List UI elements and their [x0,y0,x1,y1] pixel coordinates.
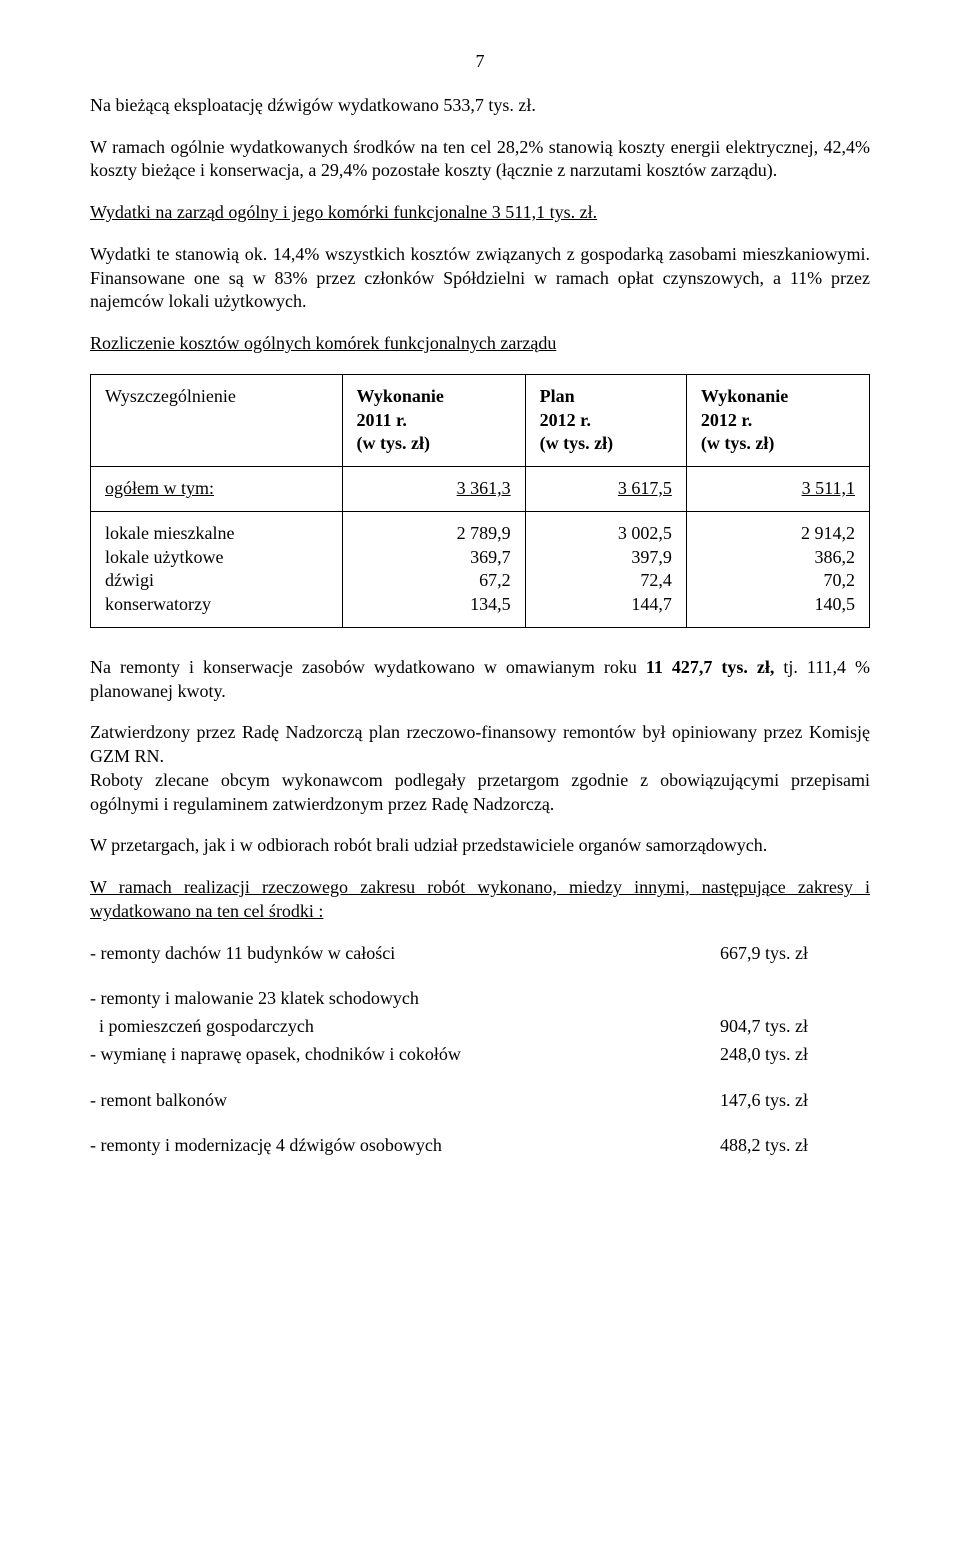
list-item: - remonty i modernizację 4 dźwigów osobo… [90,1134,870,1158]
paragraph: W ramach realizacji rzeczowego zakresu r… [90,876,870,924]
table-cell: 3 361,3 [342,467,525,512]
paragraph: W przetargach, jak i w odbiorach robót b… [90,834,870,858]
item-value: 248,0 tys. zł [700,1043,870,1067]
item-value: 904,7 tys. zł [700,1015,870,1039]
cell-text: konserwatorzy [105,593,328,617]
costs-table: Wyszczególnienie Wykonanie 2011 r. (w ty… [90,374,870,628]
cell-text: 70,2 [701,569,855,593]
item-value: 488,2 tys. zł [700,1134,870,1158]
cell-text: lokale mieszkalne [105,522,328,546]
text: Na remonty i konserwacje zasobów wydatko… [90,657,646,677]
list-item: i pomieszczeń gospodarczych 904,7 tys. z… [90,1015,870,1039]
scope-list: - remonty dachów 11 budynków w całości 6… [90,942,870,966]
underlined-text: Rozliczenie kosztów ogólnych komórek fun… [90,333,556,353]
item-label: - wymianę i naprawę opasek, chodników i … [90,1043,461,1067]
paragraph: Zatwierdzony przez Radę Nadzorczą plan r… [90,721,870,769]
cell-text: 72,4 [540,569,672,593]
page-number: 7 [90,50,870,74]
cell-text: 2 789,9 [357,522,511,546]
cell-text: dźwigi [105,569,328,593]
underlined-text: W ramach realizacji rzeczowego zakresu r… [90,877,870,921]
header-text: Wykonanie 2011 r. (w tys. zł) [357,386,444,454]
table-header-row: Wyszczególnienie Wykonanie 2011 r. (w ty… [91,374,870,466]
table-header: Plan 2012 r. (w tys. zł) [525,374,686,466]
item-label: - remonty i modernizację 4 dźwigów osobo… [90,1134,442,1158]
scope-list: - remonty i modernizację 4 dźwigów osobo… [90,1134,870,1158]
paragraph: Na remonty i konserwacje zasobów wydatko… [90,656,870,704]
scope-list: - remont balkonów 147,6 tys. zł [90,1089,870,1113]
list-item: - remont balkonów 147,6 tys. zł [90,1089,870,1113]
paragraph: W ramach ogólnie wydatkowanych środków n… [90,136,870,184]
table-cell: 3 617,5 [525,467,686,512]
list-item: - wymianę i naprawę opasek, chodników i … [90,1043,870,1067]
cell-text: 3 617,5 [618,478,672,498]
header-text: Plan 2012 r. (w tys. zł) [540,386,613,454]
table-row: lokale mieszkalne lokale użytkowe dźwigi… [91,511,870,627]
item-value [700,987,870,1011]
paragraph: Rozliczenie kosztów ogólnych komórek fun… [90,332,870,356]
item-label: i pomieszczeń gospodarczych [90,1015,314,1039]
cell-text: 397,9 [540,546,672,570]
table-cell: 3 511,1 [686,467,869,512]
cell-text: lokale użytkowe [105,546,328,570]
table-header: Wyszczególnienie [91,374,343,466]
table-cell: ogółem w tym: [91,467,343,512]
table-header: Wykonanie 2012 r. (w tys. zł) [686,374,869,466]
list-item: - remonty i malowanie 23 klatek schodowy… [90,987,870,1011]
cell-text: 2 914,2 [701,522,855,546]
table-cell-col3: 2 914,2 386,2 70,2 140,5 [686,511,869,627]
cell-text: 3 511,1 [802,478,855,498]
cell-text: 3 361,3 [457,478,511,498]
cell-text: 144,7 [540,593,672,617]
cell-text: 386,2 [701,546,855,570]
cell-text: 134,5 [357,593,511,617]
table-cell-col1: 2 789,9 369,7 67,2 134,5 [342,511,525,627]
cell-text: 67,2 [357,569,511,593]
item-value: 667,9 tys. zł [700,942,870,966]
document-page: 7 Na bieżącą eksploatację dźwigów wydatk… [0,0,960,1222]
cell-text: 140,5 [701,593,855,617]
cell-text: 369,7 [357,546,511,570]
list-item: - remonty dachów 11 budynków w całości 6… [90,942,870,966]
item-value: 147,6 tys. zł [700,1089,870,1113]
item-label: - remonty i malowanie 23 klatek schodowy… [90,987,419,1011]
item-label: - remont balkonów [90,1089,227,1113]
cell-text: ogółem w tym: [105,478,214,498]
table-cell-labels: lokale mieszkalne lokale użytkowe dźwigi… [91,511,343,627]
cell-text: 3 002,5 [540,522,672,546]
paragraph: Wydatki na zarząd ogólny i jego komórki … [90,201,870,225]
paragraph: Roboty zlecane obcym wykonawcom podlegał… [90,769,870,817]
item-label: - remonty dachów 11 budynków w całości [90,942,395,966]
underlined-text: Wydatki na zarząd ogólny i jego komórki … [90,202,597,222]
table-cell-col2: 3 002,5 397,9 72,4 144,7 [525,511,686,627]
bold-text: 11 427,7 tys. zł, [646,657,775,677]
scope-list: - remonty i malowanie 23 klatek schodowy… [90,987,870,1066]
paragraph: Na bieżącą eksploatację dźwigów wydatkow… [90,94,870,118]
table-header: Wykonanie 2011 r. (w tys. zł) [342,374,525,466]
paragraph: Wydatki te stanowią ok. 14,4% wszystkich… [90,243,870,314]
table-row-total: ogółem w tym: 3 361,3 3 617,5 3 511,1 [91,467,870,512]
header-text: Wykonanie 2012 r. (w tys. zł) [701,386,788,454]
